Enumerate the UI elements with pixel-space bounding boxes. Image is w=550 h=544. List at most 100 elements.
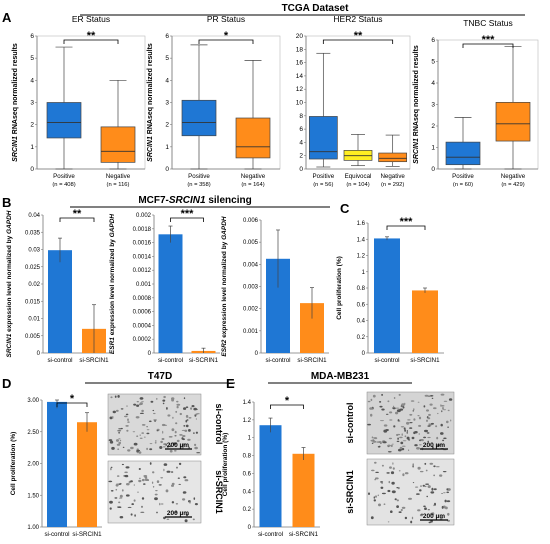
cell-speck [123, 475, 128, 477]
cell-speck [400, 441, 404, 445]
cell-speck [370, 516, 374, 520]
cell-speck [425, 483, 429, 485]
group-label: Positive [188, 173, 210, 180]
cell-speck [181, 446, 184, 449]
cell-speck [109, 440, 114, 444]
cell-speck [176, 400, 179, 403]
cell-speck [431, 487, 434, 491]
cell-speck [183, 407, 187, 410]
cell-speck [425, 469, 428, 472]
cell-speck [446, 420, 449, 424]
cell-speck [119, 439, 122, 442]
cell-speck [176, 466, 178, 469]
panel-letter-b: B [2, 195, 11, 210]
cell-speck [415, 486, 419, 488]
y-tick-label: 4 [431, 80, 435, 87]
cell-speck [109, 500, 113, 504]
cell-speck [108, 480, 113, 483]
cell-speck [152, 409, 155, 412]
cell-speck [112, 415, 114, 419]
cell-speck [174, 435, 177, 437]
cell-speck [443, 400, 448, 402]
cell-speck [412, 410, 414, 412]
cell-speck [372, 440, 377, 443]
cell-speck [156, 480, 160, 483]
cell-speck [133, 403, 137, 406]
cell-speck [163, 463, 168, 466]
cell-speck [388, 480, 391, 484]
cell-speck [165, 489, 169, 493]
cell-speck [110, 490, 114, 492]
cell-speck [166, 407, 168, 410]
cell-speck [175, 503, 179, 505]
significance-marker: * [285, 395, 290, 407]
cell-speck [436, 466, 440, 468]
y-tick-label: 0.0006 [133, 310, 152, 316]
cell-speck [126, 405, 128, 407]
y-tick-label: 2 [165, 122, 169, 129]
cell-speck [408, 439, 411, 441]
cell-speck [118, 431, 120, 434]
y-tick-label: 3 [165, 100, 169, 107]
cell-speck [171, 501, 175, 504]
y-tick-label: 6 [30, 33, 34, 40]
cell-speck [165, 444, 168, 446]
y-tick-label: 3 [30, 100, 34, 107]
y-tick-label: 2.00 [27, 462, 39, 468]
box-iqr [181, 99, 217, 137]
cell-speck [172, 416, 174, 419]
cell-speck [184, 479, 189, 482]
cell-speck [189, 501, 191, 504]
y-tick-label: 0.003 [243, 285, 259, 291]
micrograph-label-si-control-t47d: si-control [214, 403, 224, 444]
box-iqr [100, 126, 136, 163]
cell-speck [156, 511, 158, 514]
cell-speck [121, 489, 124, 492]
significance-marker: * [70, 393, 75, 405]
cell-speck [441, 493, 444, 494]
cell-speck [161, 438, 165, 440]
cell-speck [155, 440, 157, 442]
y-tick-label: 0.2 [357, 335, 366, 341]
cell-speck [162, 402, 165, 405]
cell-speck [373, 499, 376, 502]
cell-speck [175, 511, 177, 514]
cell-speck [410, 400, 415, 402]
cell-speck [146, 432, 150, 435]
cell-speck [398, 393, 401, 396]
cell-speck [193, 497, 196, 500]
cell-speck [395, 407, 400, 409]
cell-speck [431, 397, 434, 399]
y-tick-label: 1.2 [243, 418, 252, 424]
cell-speck [185, 513, 189, 517]
cell-speck [396, 487, 399, 489]
cell-speck [117, 448, 120, 451]
y-tick-label: 1 [431, 145, 435, 152]
micrograph-t47d-srcin1: 200 µm [107, 460, 202, 524]
cell-speck [381, 492, 386, 495]
cell-speck [176, 405, 179, 409]
y-tick-label: 0.015 [25, 299, 41, 305]
cell-speck [418, 424, 422, 427]
chart-title: PR Status [207, 14, 245, 24]
y-tick-label: 8 [299, 113, 303, 120]
cell-speck [149, 443, 153, 445]
box-1: Negative (n = 116) [100, 79, 136, 188]
chart-title: TNBC Status [463, 18, 513, 28]
cell-speck [185, 419, 188, 423]
cell-speck [441, 505, 444, 509]
significance-bracket [270, 404, 304, 409]
cell-speck [156, 430, 159, 432]
cell-speck [434, 502, 436, 506]
cell-speck [417, 466, 421, 470]
cell-speck [162, 430, 164, 434]
significance-bracket [59, 217, 95, 222]
cell-speck [141, 478, 145, 482]
cell-speck [374, 477, 379, 480]
group-n-label: (n = 429) [501, 182, 524, 188]
y-tick-label: 0.0016 [133, 241, 152, 247]
y-tick-label: 0.03 [28, 248, 40, 254]
cell-speck [139, 402, 143, 405]
bar-0 [47, 401, 67, 527]
y-tick-label: 0.8 [243, 454, 252, 460]
